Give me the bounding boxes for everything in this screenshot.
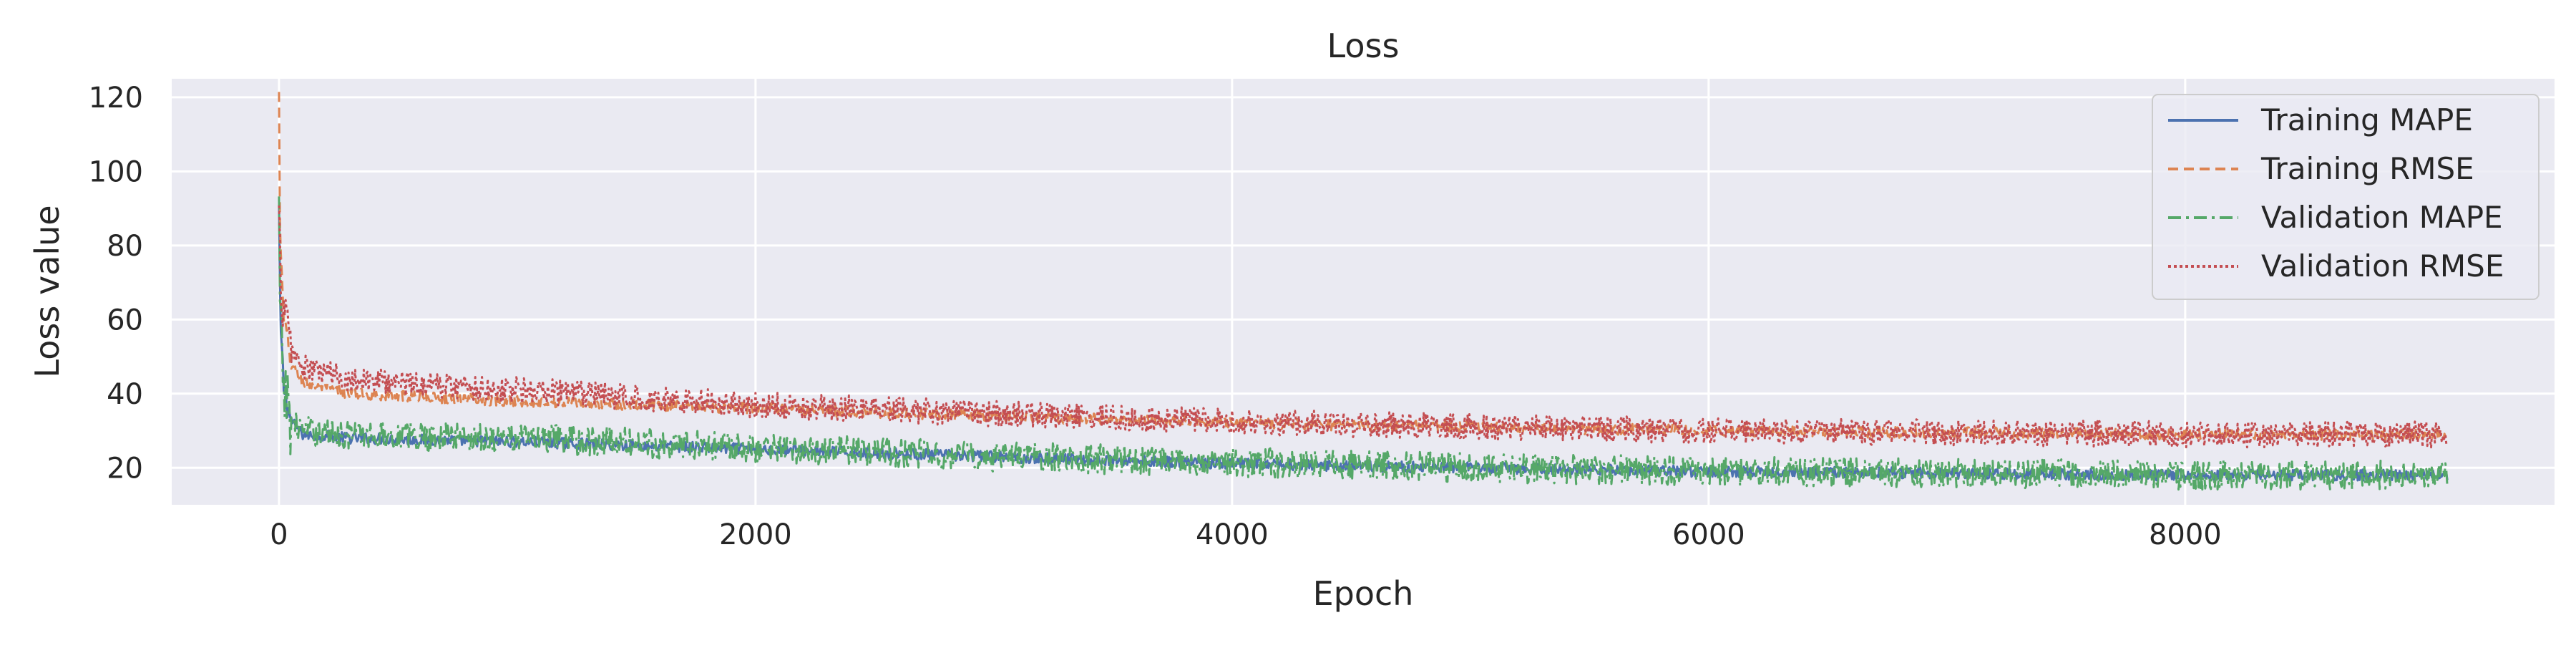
x-axis-label: Epoch — [1313, 574, 1414, 613]
y-tick-label: 100 — [89, 155, 143, 188]
y-tick-label: 80 — [107, 230, 143, 263]
legend: Training MAPE Training RMSE Validation MAP… — [2152, 94, 2540, 300]
legend-entry: Validation MAPE — [2261, 200, 2503, 235]
tick-labels: 0 2000 4000 6000 8000 20 40 60 80 100 120 — [89, 82, 2222, 551]
y-axis-label: Loss value — [28, 205, 67, 377]
series-layer — [278, 92, 2449, 491]
series-line — [278, 205, 2448, 449]
y-tick-label: 60 — [107, 304, 143, 337]
legend-frame — [2152, 94, 2540, 300]
legend-entry: Training MAPE — [2260, 102, 2473, 137]
x-tick-label: 4000 — [1196, 518, 1269, 551]
legend-entry: Training RMSE — [2260, 151, 2474, 186]
y-tick-label: 20 — [107, 452, 143, 485]
x-tick-label: 6000 — [1672, 518, 1745, 551]
y-tick-label: 40 — [107, 378, 143, 411]
chart-title: Loss — [1327, 26, 1400, 65]
series-line — [278, 196, 2449, 491]
y-tick-label: 120 — [89, 82, 143, 115]
x-tick-label: 8000 — [2149, 518, 2222, 551]
x-tick-label: 2000 — [719, 518, 792, 551]
x-tick-label: 0 — [270, 518, 288, 551]
legend-entry: Validation RMSE — [2261, 248, 2504, 284]
